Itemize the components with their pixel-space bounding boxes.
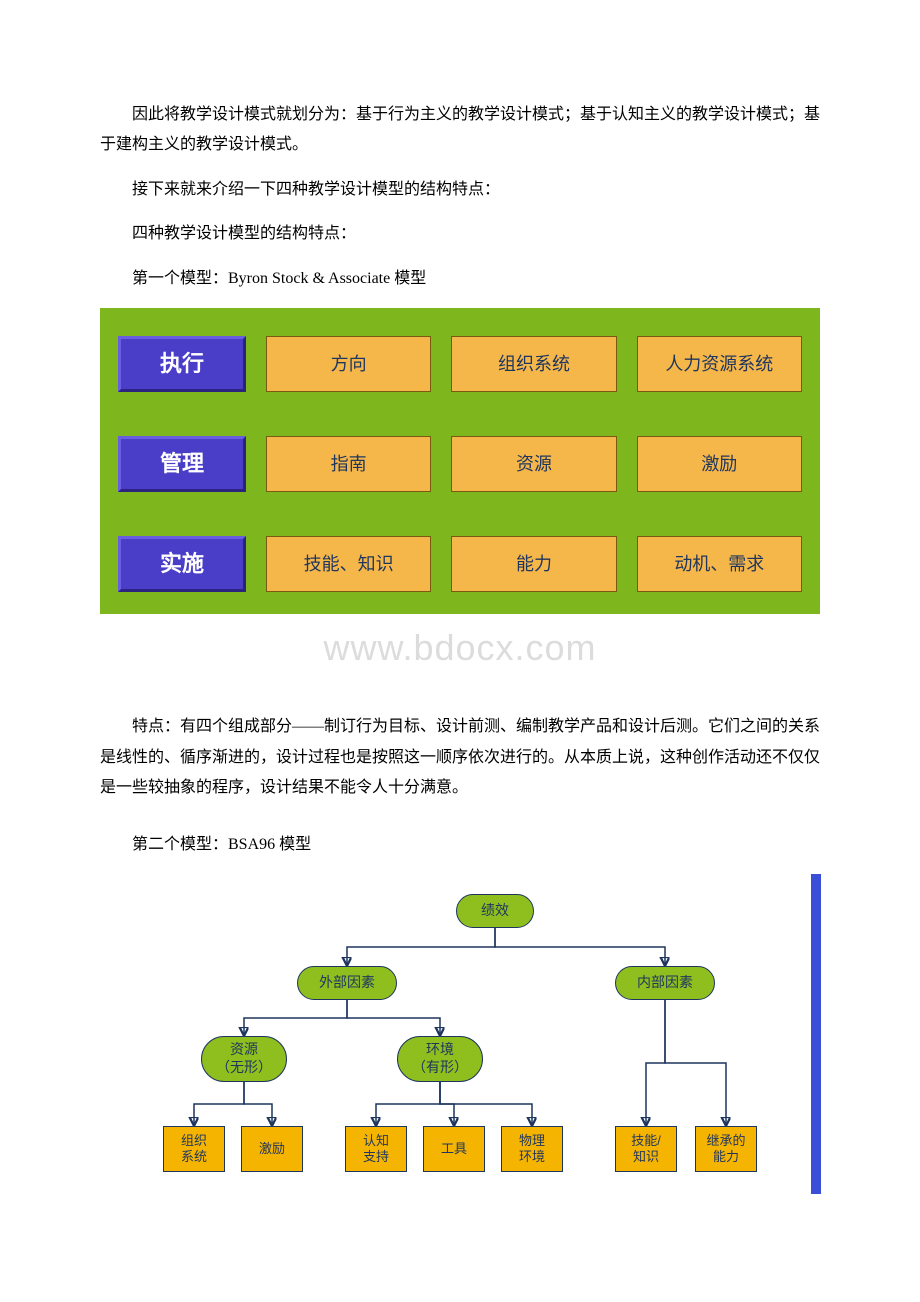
diagram2-node-l_inc: 激励: [241, 1126, 303, 1172]
diagram2-node-int: 内部因素: [615, 966, 715, 1000]
diagram1-cell: 指南: [266, 436, 431, 492]
diagram2-node-l_skill: 技能/知识: [615, 1126, 677, 1172]
diagram2-node-env: 环境（有形）: [397, 1036, 483, 1082]
paragraph-lead-1: 接下来就来介绍一下四种教学设计模型的结构特点：: [100, 175, 820, 205]
heading-model-2: 第二个模型：BSA96 模型: [100, 830, 820, 860]
diagram1-cell: 激励: [637, 436, 802, 492]
heading-model-1: 第一个模型：Byron Stock & Associate 模型: [100, 264, 820, 294]
diagram-2-sidebar: [811, 874, 821, 1194]
diagram-2: 绩效外部因素 内部因素资源（无形） 环境（有形） 组织系统激励认知支持工具物理环境 技能…: [101, 874, 819, 1194]
diagram1-row-label: 管理: [118, 436, 246, 492]
watermark: www.bdocx.com: [100, 614, 820, 682]
diagram1-cell: 技能、知识: [266, 536, 431, 592]
diagram1-cell: 动机、需求: [637, 536, 802, 592]
diagram1-cell: 资源: [451, 436, 616, 492]
diagram1-cell: 人力资源系统: [637, 336, 802, 392]
diagram1-cell: 组织系统: [451, 336, 616, 392]
diagram2-node-res: 资源（无形）: [201, 1036, 287, 1082]
diagram2-node-l_tool: 工具: [423, 1126, 485, 1172]
diagram2-node-l_org: 组织系统: [163, 1126, 225, 1172]
diagram1-row-label: 执行: [118, 336, 246, 392]
diagram-1: 执行方向组织系统人力资源系统管理指南资源激励实施技能、知识能力动机、需求: [100, 308, 820, 614]
diagram2-node-l_cog: 认知支持: [345, 1126, 407, 1172]
diagram2-node-l_inh: 继承的能力: [695, 1126, 757, 1172]
diagram2-node-l_phy: 物理环境: [501, 1126, 563, 1172]
diagram2-node-root: 绩效: [456, 894, 534, 928]
diagram1-cell: 能力: [451, 536, 616, 592]
diagram2-node-ext: 外部因素: [297, 966, 397, 1000]
paragraph-lead-2: 四种教学设计模型的结构特点：: [100, 219, 820, 249]
paragraph-features: 特点：有四个组成部分——制订行为目标、设计前测、编制教学产品和设计后测。它们之间…: [100, 712, 820, 803]
diagram1-row-label: 实施: [118, 536, 246, 592]
paragraph-intro: 因此将教学设计模式就划分为：基于行为主义的教学设计模式；基于认知主义的教学设计模…: [100, 100, 820, 161]
diagram1-cell: 方向: [266, 336, 431, 392]
